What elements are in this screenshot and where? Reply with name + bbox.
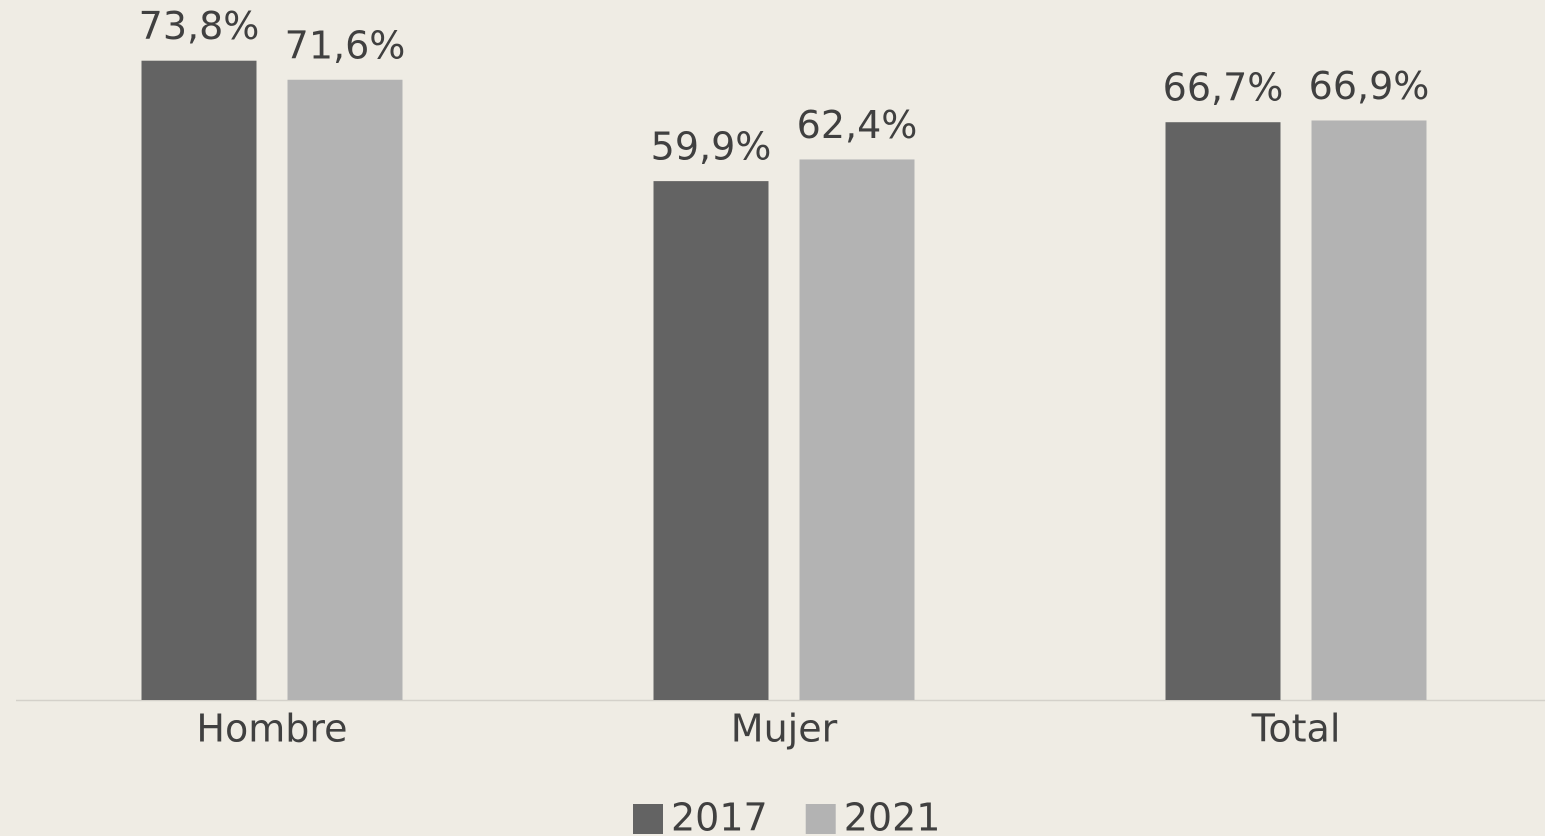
- data-label: 66,9%: [1309, 64, 1430, 108]
- x-tick-label: Total: [1251, 707, 1341, 751]
- bar: [141, 60, 257, 700]
- bar: [287, 79, 403, 700]
- data-label: 62,4%: [797, 103, 918, 147]
- legend-label: 2017: [671, 796, 768, 836]
- data-label: 71,6%: [285, 23, 406, 67]
- legend-swatch: [805, 804, 836, 834]
- x-tick-label: Hombre: [196, 707, 347, 751]
- bar: [653, 181, 769, 700]
- data-label: 59,9%: [651, 125, 772, 169]
- data-label: 66,7%: [1163, 66, 1284, 110]
- x-tick-label: Mujer: [731, 707, 838, 751]
- data-label: 73,8%: [139, 4, 260, 48]
- bar: [1311, 120, 1427, 700]
- bar: [1165, 122, 1281, 701]
- legend-swatch: [633, 804, 663, 834]
- bar: [799, 159, 915, 700]
- legend-label: 2021: [844, 796, 941, 836]
